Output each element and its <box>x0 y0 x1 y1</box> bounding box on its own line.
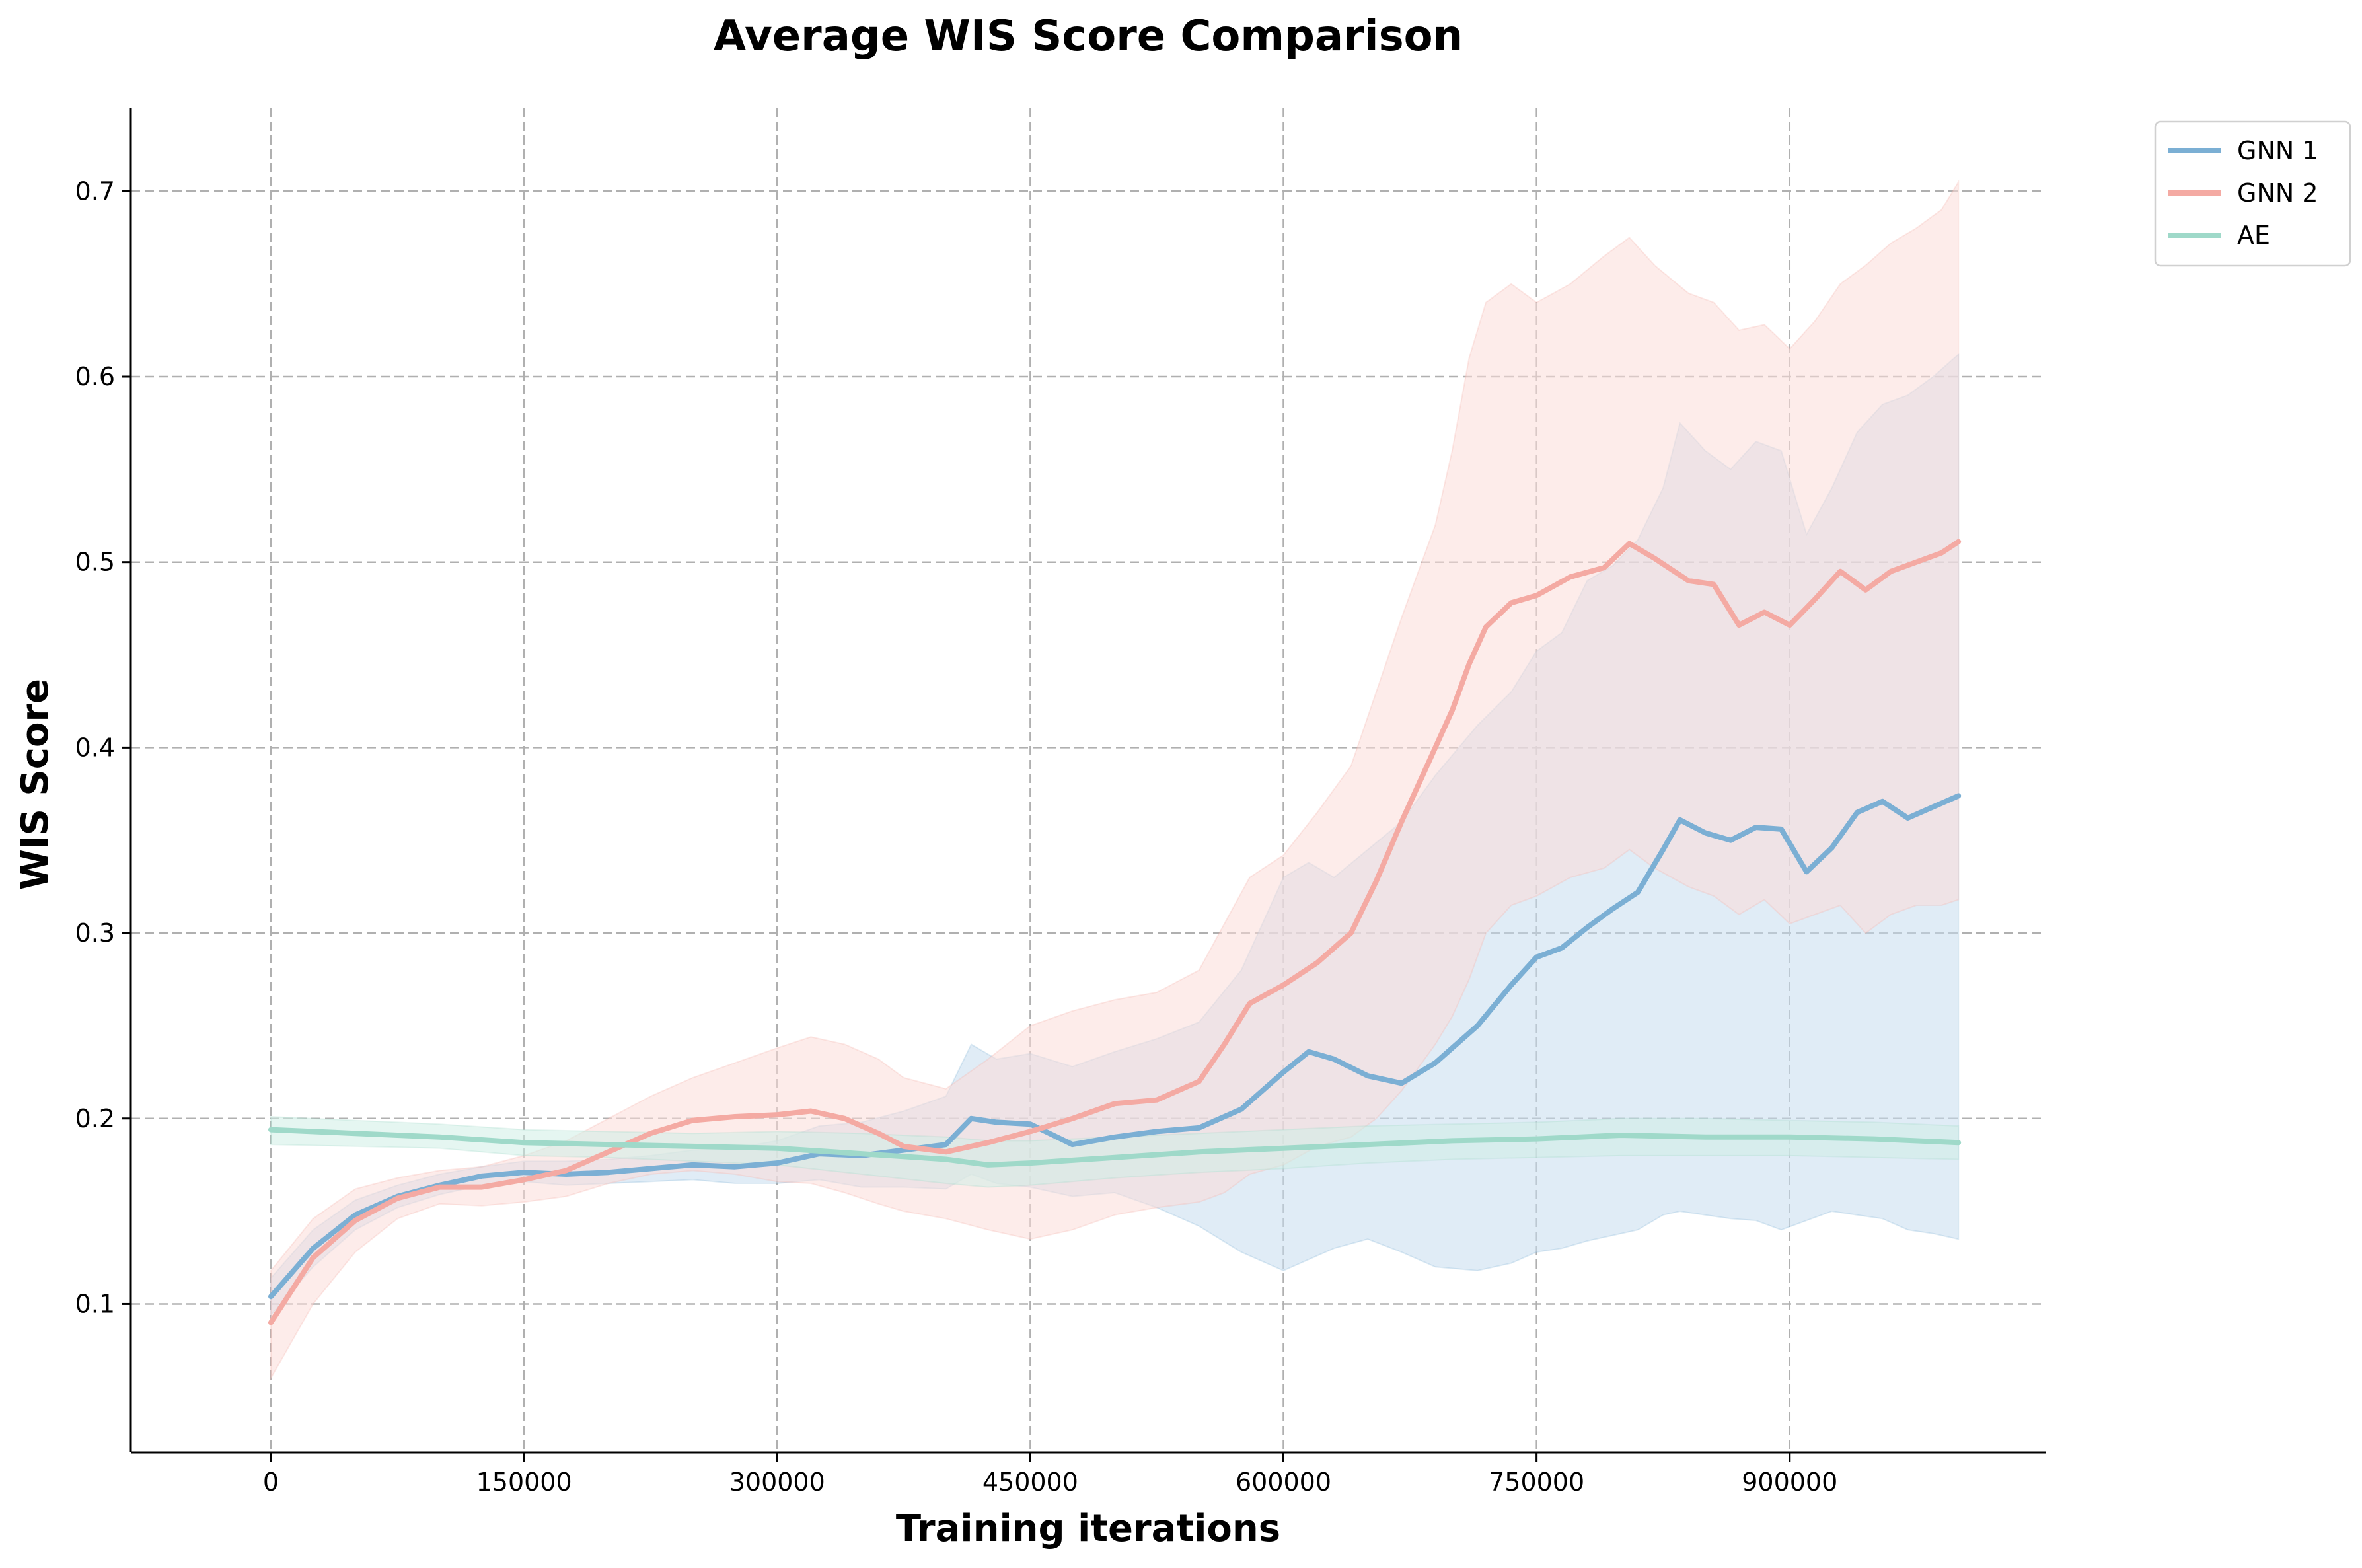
band-ae <box>270 1115 1960 1188</box>
x-tick-label: 750000 <box>1489 1468 1584 1497</box>
y-tick-label: 0.4 <box>75 733 115 762</box>
legend-label: AE <box>2237 221 2270 250</box>
legend-label: GNN 2 <box>2237 178 2318 207</box>
y-tick-label: 0.2 <box>75 1104 115 1133</box>
x-tick-label: 0 <box>263 1468 279 1497</box>
legend-box <box>2154 120 2351 267</box>
y-tick-label: 0.1 <box>75 1289 115 1318</box>
confidence-bands <box>270 179 1960 1381</box>
y-tick-label: 0.7 <box>75 176 115 205</box>
band-gnn-2 <box>270 179 1960 1381</box>
x-tick-label: 900000 <box>1742 1468 1837 1497</box>
legend-label: GNN 1 <box>2237 136 2318 165</box>
chart-title: Average WIS Score Comparison <box>714 12 1463 61</box>
y-tick-label: 0.5 <box>75 548 115 577</box>
x-tick-label: 300000 <box>729 1468 825 1497</box>
x-axis-label: Training iterations <box>896 1507 1280 1550</box>
line-gnn-2 <box>268 539 1962 1325</box>
line-gnn-1 <box>268 793 1962 1300</box>
series-lines <box>268 539 1962 1325</box>
y-axis-label: WIS Score <box>14 679 57 890</box>
y-tick-label: 0.3 <box>75 918 115 948</box>
x-tick-label: 600000 <box>1236 1468 1331 1497</box>
y-tick-label: 0.6 <box>75 362 115 391</box>
tick-labels: 0 150000 300000 450000 600000 750000 900000 0.1… <box>75 176 1838 1497</box>
x-tick-label: 450000 <box>982 1468 1078 1497</box>
x-tick-label: 150000 <box>476 1468 572 1497</box>
axes <box>122 108 2046 1462</box>
legend: GNN 1 GNN 2 AE <box>2154 120 2351 267</box>
line-ae <box>268 1127 1962 1168</box>
